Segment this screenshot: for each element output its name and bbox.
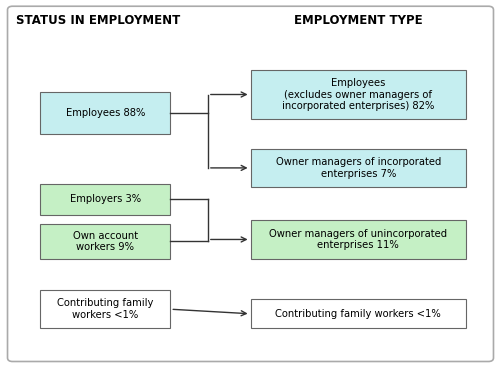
Text: Contributing family
workers <1%: Contributing family workers <1%	[57, 298, 153, 320]
FancyBboxPatch shape	[250, 149, 466, 187]
FancyBboxPatch shape	[250, 299, 466, 328]
FancyBboxPatch shape	[40, 184, 170, 215]
FancyBboxPatch shape	[40, 290, 170, 328]
FancyBboxPatch shape	[250, 70, 466, 119]
FancyBboxPatch shape	[40, 224, 170, 259]
Text: EMPLOYMENT TYPE: EMPLOYMENT TYPE	[294, 14, 422, 27]
Text: Employees 88%: Employees 88%	[66, 108, 145, 118]
Text: Owner managers of incorporated
enterprises 7%: Owner managers of incorporated enterpris…	[276, 157, 441, 179]
FancyBboxPatch shape	[250, 220, 466, 259]
Text: STATUS IN EMPLOYMENT: STATUS IN EMPLOYMENT	[16, 14, 180, 27]
FancyBboxPatch shape	[8, 6, 493, 361]
Text: Owner managers of unincorporated
enterprises 11%: Owner managers of unincorporated enterpr…	[269, 229, 447, 250]
Text: Contributing family workers <1%: Contributing family workers <1%	[276, 309, 441, 319]
FancyBboxPatch shape	[40, 92, 170, 134]
Text: Employers 3%: Employers 3%	[70, 194, 141, 204]
Text: Employees
(excludes owner managers of
incorporated enterprises) 82%: Employees (excludes owner managers of in…	[282, 78, 434, 111]
Text: Own account
workers 9%: Own account workers 9%	[73, 230, 138, 252]
